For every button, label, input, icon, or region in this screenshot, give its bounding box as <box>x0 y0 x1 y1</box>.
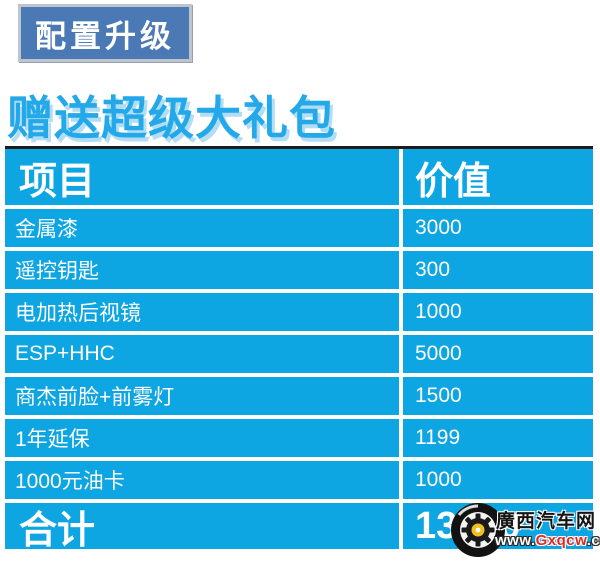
table-row: 金属漆 3000 <box>5 209 593 247</box>
header-item-column: 项目 <box>5 149 399 205</box>
table-header-row: 项目 价值 <box>5 149 593 205</box>
gift-package-table: 项目 价值 金属漆 3000 遥控钥匙 300 电加热后视镜 1000 ESP+… <box>5 146 593 549</box>
table-row: 电加热后视镜 1000 <box>5 293 593 331</box>
row-value-cell: 3000 <box>403 209 593 247</box>
row-item-cell: ESP+HHC <box>5 335 399 373</box>
row-value-cell: 1000 <box>403 293 593 331</box>
table-row: 1000元油卡 1000 <box>5 461 593 499</box>
row-value-cell: 1199 <box>403 419 593 457</box>
watermark-url-prefix: www. <box>495 532 536 549</box>
wheel-icon <box>451 503 505 557</box>
row-item-cell: 商杰前脸+前雾灯 <box>5 377 399 415</box>
config-upgrade-badge: 配置升级 <box>18 4 192 62</box>
total-label-cell: 合计 <box>5 503 399 549</box>
site-watermark: 廣西汽车网 www.Gxqcw.com <box>449 499 600 561</box>
row-value-cell: 1000 <box>403 461 593 499</box>
header-value-column: 价值 <box>403 149 593 205</box>
row-value-cell: 5000 <box>403 335 593 373</box>
table-row: 遥控钥匙 300 <box>5 251 593 289</box>
row-item-cell: 1年延保 <box>5 419 399 457</box>
page-title: 赠送超级大礼包 <box>7 92 336 144</box>
config-upgrade-badge-label: 配置升级 <box>35 18 175 54</box>
watermark-site-name: 廣西汽车网 <box>496 511 597 532</box>
row-item-cell: 1000元油卡 <box>5 461 399 499</box>
table-row: 1年延保 1199 <box>5 419 593 457</box>
row-value-cell: 300 <box>403 251 593 289</box>
row-item-cell: 遥控钥匙 <box>5 251 399 289</box>
row-value-cell: 1500 <box>403 377 593 415</box>
watermark-url: www.Gxqcw.com <box>495 532 600 549</box>
watermark-url-brand: Gxqcw <box>535 532 587 549</box>
table-row: ESP+HHC 5000 <box>5 335 593 373</box>
row-item-cell: 电加热后视镜 <box>5 293 399 331</box>
table-row: 商杰前脸+前雾灯 1500 <box>5 377 593 415</box>
watermark-url-suffix: .com <box>586 532 600 549</box>
row-item-cell: 金属漆 <box>5 209 399 247</box>
